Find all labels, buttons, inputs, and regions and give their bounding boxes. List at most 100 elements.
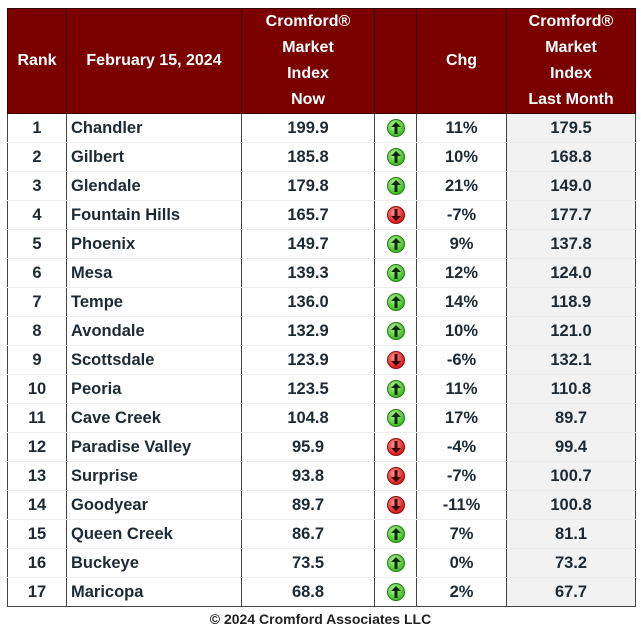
table-row: 7 Tempe 136.0 14% 118.9	[7, 287, 636, 317]
trend-cell	[374, 490, 417, 520]
rank-cell: 14	[7, 490, 67, 520]
table-row: 4 Fountain Hills 165.7 -7% 177.7	[7, 200, 636, 230]
arrow-up-icon	[386, 322, 405, 341]
index-now-header-line: Market	[282, 39, 334, 56]
index-now-cell: 139.3	[241, 258, 375, 288]
arrow-up-icon	[386, 293, 405, 312]
chg-header: Chg	[416, 8, 507, 114]
rank-cell: 15	[7, 519, 67, 549]
table-row: 14 Goodyear 89.7 -11% 100.8	[7, 490, 636, 520]
change-cell: 7%	[416, 519, 507, 549]
table-row: 1 Chandler 199.9 11% 179.5	[7, 113, 636, 143]
arrow-down-icon	[386, 351, 405, 370]
index-now-header: Cromford® Market Index Now	[241, 8, 375, 114]
index-last-month-cell: 132.1	[506, 345, 636, 375]
index-last-month-cell: 124.0	[506, 258, 636, 288]
rank-cell: 5	[7, 229, 67, 259]
arrow-up-icon	[386, 554, 405, 573]
index-now-cell: 179.8	[241, 171, 375, 201]
arrow-up-icon	[386, 409, 405, 428]
market-index-table: Rank February 15, 2024 Cromford® Market …	[7, 8, 636, 607]
index-last-header-line: Index	[550, 65, 592, 82]
index-last-month-cell: 137.8	[506, 229, 636, 259]
arrow-up-icon	[386, 235, 405, 254]
arrow-down-icon	[386, 438, 405, 457]
rank-cell: 4	[7, 200, 67, 230]
index-last-month-cell: 89.7	[506, 403, 636, 433]
index-now-cell: 136.0	[241, 287, 375, 317]
change-cell: -7%	[416, 200, 507, 230]
city-cell: Queen Creek	[66, 519, 242, 549]
change-cell: 12%	[416, 258, 507, 288]
city-cell: Gilbert	[66, 142, 242, 172]
index-last-month-cell: 177.7	[506, 200, 636, 230]
change-cell: 17%	[416, 403, 507, 433]
city-cell: Paradise Valley	[66, 432, 242, 462]
change-cell: 10%	[416, 142, 507, 172]
table-row: 8 Avondale 132.9 10% 121.0	[7, 316, 636, 346]
arrow-up-icon	[386, 583, 405, 602]
arrow-up-icon	[386, 525, 405, 544]
index-last-month-cell: 121.0	[506, 316, 636, 346]
table-row: 3 Glendale 179.8 21% 149.0	[7, 171, 636, 201]
table-body: 1 Chandler 199.9 11% 179.5 2 Gilbert 185.8 10% 16…	[7, 113, 636, 607]
index-now-cell: 86.7	[241, 519, 375, 549]
city-cell: Maricopa	[66, 577, 242, 607]
index-now-header-line: Cromford®	[265, 13, 351, 30]
change-cell: 14%	[416, 287, 507, 317]
trend-cell	[374, 345, 417, 375]
arrow-down-icon	[386, 496, 405, 515]
table-row: 17 Maricopa 68.8 2% 67.7	[7, 577, 636, 607]
index-now-cell: 123.5	[241, 374, 375, 404]
index-last-month-cell: 179.5	[506, 113, 636, 143]
change-cell: -11%	[416, 490, 507, 520]
arrow-header	[374, 8, 417, 114]
trend-cell	[374, 432, 417, 462]
trend-cell	[374, 577, 417, 607]
table-row: 9 Scottsdale 123.9 -6% 132.1	[7, 345, 636, 375]
trend-cell	[374, 548, 417, 578]
index-now-cell: 68.8	[241, 577, 375, 607]
index-now-cell: 132.9	[241, 316, 375, 346]
table-row: 15 Queen Creek 86.7 7% 81.1	[7, 519, 636, 549]
table-row: 16 Buckeye 73.5 0% 73.2	[7, 548, 636, 578]
index-last-month-cell: 81.1	[506, 519, 636, 549]
arrow-up-icon	[386, 119, 405, 138]
city-cell: Tempe	[66, 287, 242, 317]
city-cell: Avondale	[66, 316, 242, 346]
rank-cell: 13	[7, 461, 67, 491]
index-now-header-line: Index	[287, 65, 329, 82]
city-cell: Buckeye	[66, 548, 242, 578]
index-now-cell: 89.7	[241, 490, 375, 520]
date-header: February 15, 2024	[66, 8, 242, 114]
index-last-header-line: Last Month	[528, 91, 614, 108]
change-cell: 2%	[416, 577, 507, 607]
index-now-cell: 185.8	[241, 142, 375, 172]
rank-cell: 8	[7, 316, 67, 346]
city-cell: Phoenix	[66, 229, 242, 259]
trend-cell	[374, 200, 417, 230]
index-now-cell: 165.7	[241, 200, 375, 230]
index-last-month-cell: 110.8	[506, 374, 636, 404]
rank-header: Rank	[7, 8, 67, 114]
city-cell: Chandler	[66, 113, 242, 143]
table-row: 13 Surprise 93.8 -7% 100.7	[7, 461, 636, 491]
trend-cell	[374, 258, 417, 288]
trend-cell	[374, 142, 417, 172]
trend-cell	[374, 316, 417, 346]
city-cell: Goodyear	[66, 490, 242, 520]
index-now-cell: 104.8	[241, 403, 375, 433]
change-cell: 10%	[416, 316, 507, 346]
index-now-cell: 149.7	[241, 229, 375, 259]
index-last-month-cell: 149.0	[506, 171, 636, 201]
rank-cell: 11	[7, 403, 67, 433]
trend-cell	[374, 287, 417, 317]
change-cell: -4%	[416, 432, 507, 462]
arrow-up-icon	[386, 264, 405, 283]
rank-cell: 10	[7, 374, 67, 404]
rank-cell: 9	[7, 345, 67, 375]
rank-cell: 3	[7, 171, 67, 201]
trend-cell	[374, 229, 417, 259]
arrow-up-icon	[386, 148, 405, 167]
index-now-cell: 95.9	[241, 432, 375, 462]
